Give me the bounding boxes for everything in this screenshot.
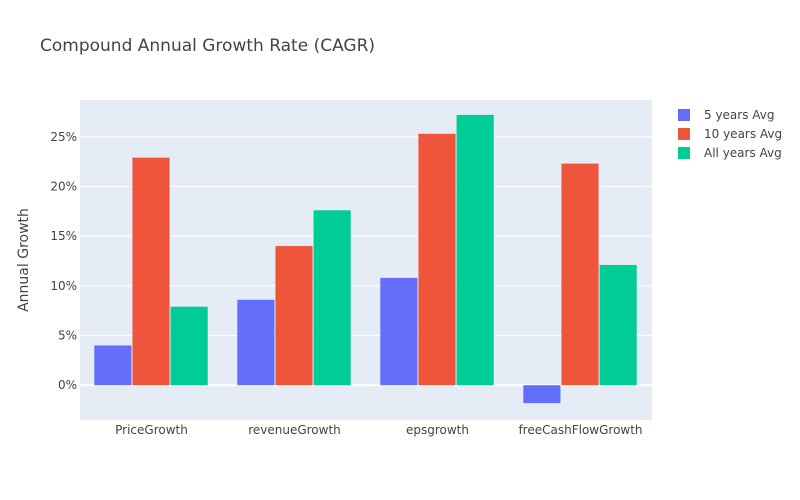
bar[interactable] [380, 277, 418, 386]
bar[interactable] [275, 246, 313, 386]
y-tick-label: 0% [58, 378, 77, 392]
x-tick-labels: PriceGrowth revenueGrowth epsgrowth freeCas… [115, 423, 642, 437]
legend-swatch[interactable] [678, 109, 690, 121]
y-tick-label: 10% [50, 279, 77, 293]
legend-label[interactable]: 5 years Avg [704, 108, 775, 122]
y-tick-label: 20% [50, 179, 77, 193]
x-tick-label: freeCashFlowGrowth [518, 423, 642, 437]
bar[interactable] [237, 299, 275, 386]
bar[interactable] [456, 114, 494, 386]
bar[interactable] [94, 345, 132, 386]
bar[interactable] [418, 133, 456, 386]
y-tick-label: 15% [50, 229, 77, 243]
legend[interactable]: 5 years Avg 10 years Avg All years Avg [678, 108, 782, 160]
x-tick-label: revenueGrowth [248, 423, 341, 437]
bar[interactable] [561, 163, 599, 386]
legend-swatch[interactable] [678, 147, 690, 159]
bar[interactable] [132, 157, 170, 386]
chart-title: Compound Annual Growth Rate (CAGR) [40, 36, 375, 56]
y-tick-label: 25% [50, 130, 77, 144]
y-tick-label: 5% [58, 329, 77, 343]
bar[interactable] [523, 385, 561, 404]
x-tick-label: PriceGrowth [115, 423, 188, 437]
bars [94, 114, 637, 404]
x-tick-label: epsgrowth [406, 423, 469, 437]
y-tick-labels: 0% 5% 10% 15% 20% 25% [50, 130, 77, 392]
legend-label[interactable]: All years Avg [704, 146, 782, 160]
legend-swatch[interactable] [678, 128, 690, 140]
bar[interactable] [313, 210, 351, 386]
bar[interactable] [170, 306, 208, 386]
bar[interactable] [599, 264, 637, 386]
legend-label[interactable]: 10 years Avg [704, 127, 782, 141]
y-axis-title: Annual Growth [16, 208, 32, 312]
